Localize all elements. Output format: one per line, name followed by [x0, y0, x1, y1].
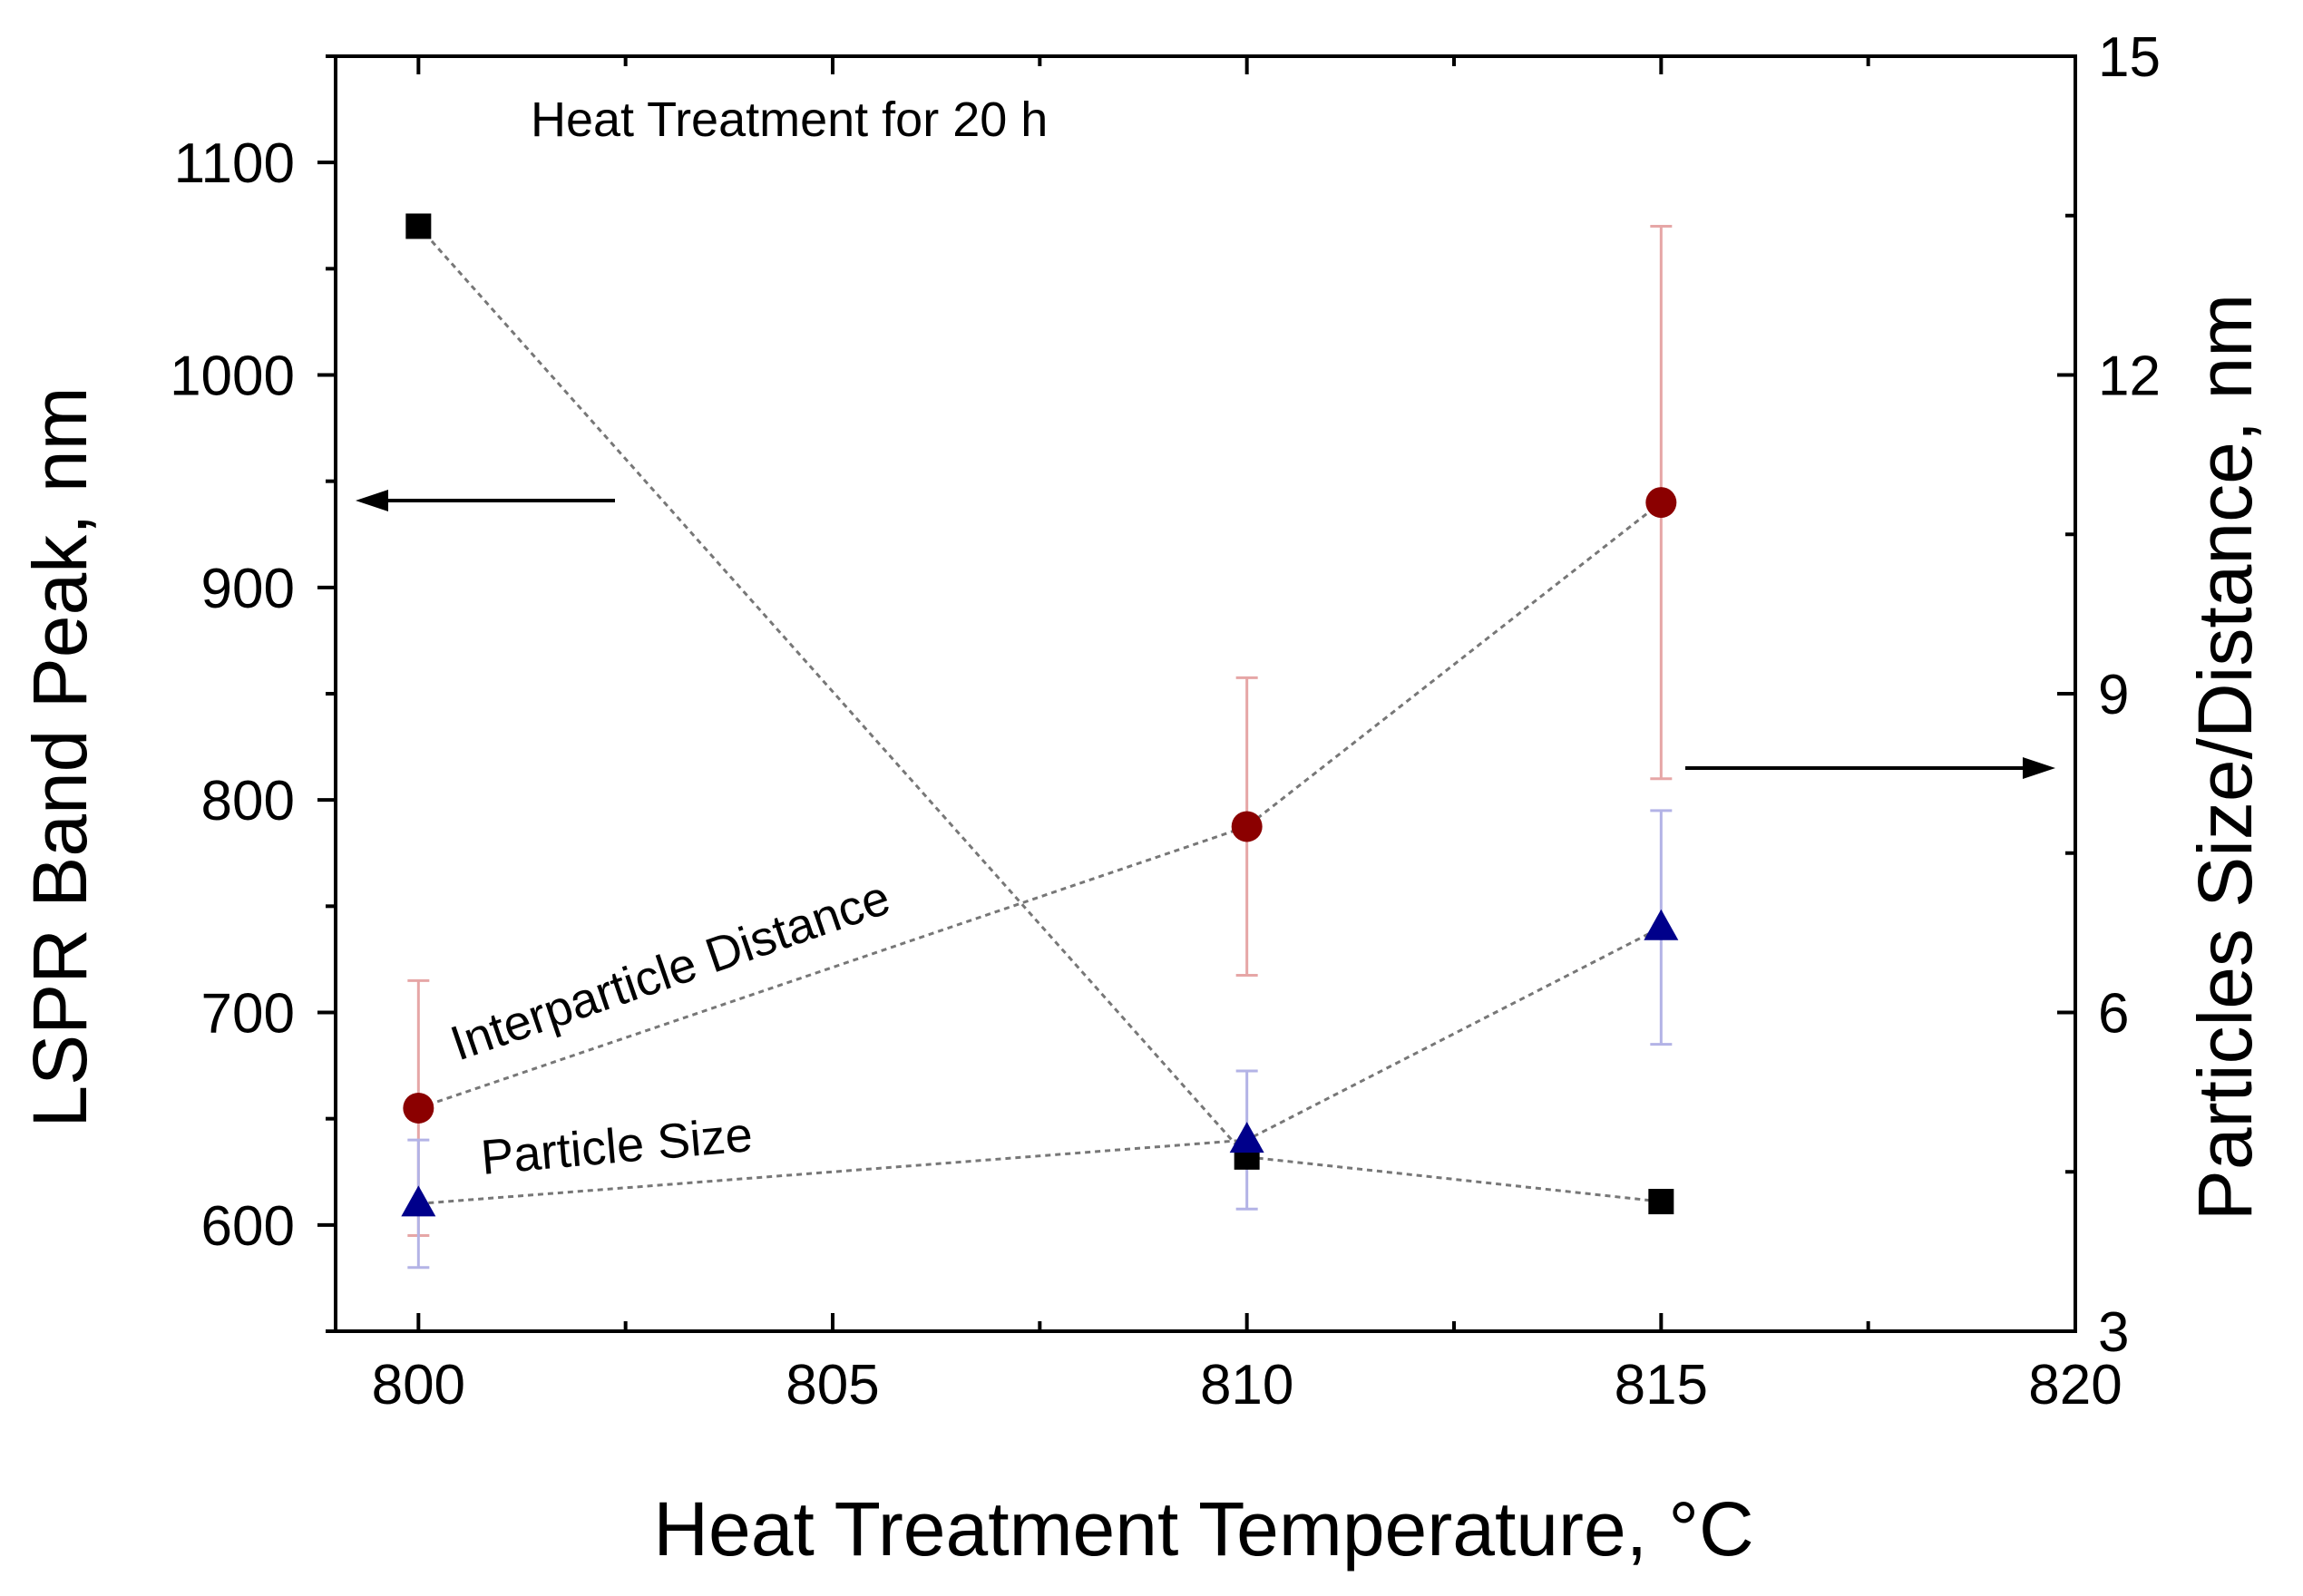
y-right-tick-label: 6: [2098, 983, 2129, 1046]
y-right-tick-label: 12: [2098, 345, 2161, 408]
plot-background: [336, 56, 2075, 1331]
x-tick-label: 805: [786, 1354, 879, 1416]
y-axis-right-title: Particles Size/Distance, nm: [2182, 294, 2268, 1221]
y-left-tick-label: 1000: [170, 345, 295, 408]
axes: [317, 54, 2077, 1333]
right-axis-arrow: [1685, 757, 2055, 779]
data-point-circle: [1231, 811, 1263, 842]
x-tick-label: 815: [1615, 1354, 1708, 1416]
x-tick-label: 810: [1200, 1354, 1293, 1416]
y-right-tick-label: 15: [2098, 26, 2161, 89]
y-left-tick-label: 900: [201, 558, 295, 620]
y-left-tick-label: 600: [201, 1195, 295, 1258]
data-point-circle: [403, 1092, 434, 1124]
data-point-circle: [1645, 487, 1677, 519]
data-point-triangle: [1644, 909, 1679, 940]
y-right-tick-label: 9: [2098, 664, 2129, 726]
plot-area: [336, 56, 2075, 1331]
data-point-triangle: [1229, 1122, 1264, 1153]
y-left-tick-label: 800: [201, 770, 295, 832]
data-markers: [401, 213, 1679, 1217]
annotation-heat-treatment: Heat Treatment for 20 h: [531, 92, 1048, 147]
data-point-square: [405, 213, 432, 239]
y-left-tick-label: 700: [201, 983, 295, 1046]
tick-labels: 800 805 810 815 820 600 700 800 900 1000 1100 3 6 9 12…: [170, 26, 2161, 1416]
x-tick-label: 820: [2028, 1354, 2122, 1416]
series-line-interparticle-distance: [417, 501, 1663, 1110]
x-axis-title: Heat Treatment Temperature, °C: [653, 1486, 1753, 1572]
y-left-tick-label: 1100: [174, 132, 295, 195]
y-axis-left-title: LSPR Band Peak, nm: [17, 386, 102, 1127]
x-tick-label: 800: [372, 1354, 465, 1416]
y-right-tick-label: 3: [2098, 1301, 2129, 1364]
data-point-square: [1648, 1189, 1674, 1215]
left-axis-arrow: [356, 490, 615, 511]
data-point-triangle: [401, 1185, 436, 1217]
